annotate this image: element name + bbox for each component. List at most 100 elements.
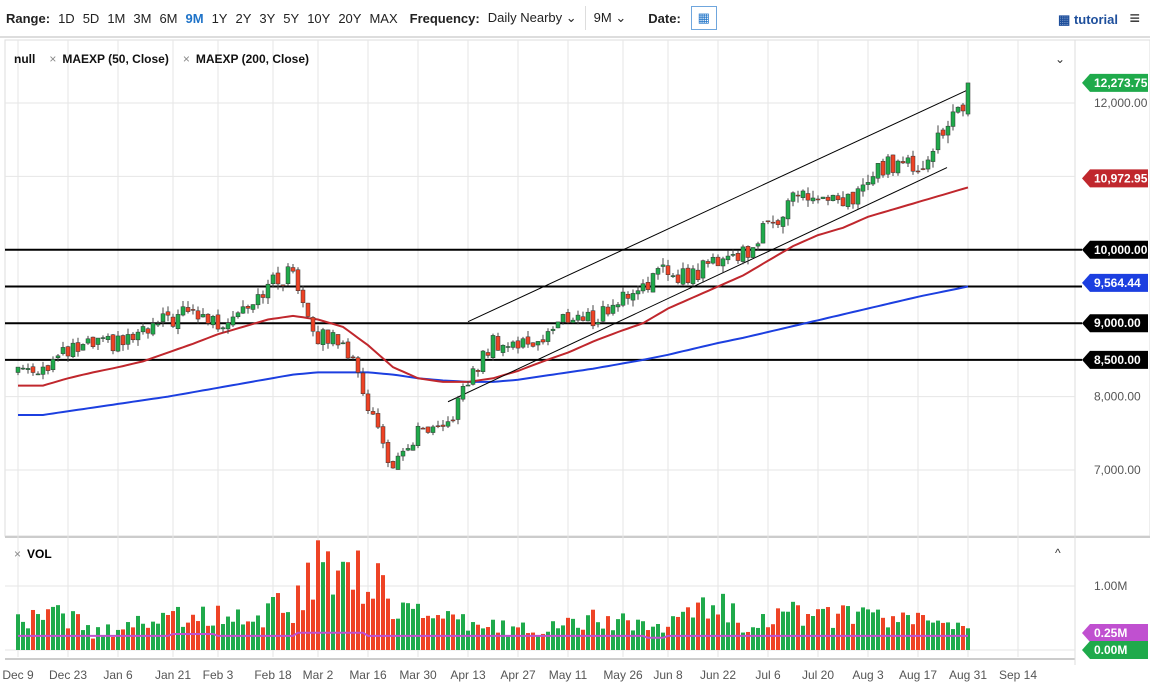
candle[interactable]: [245, 304, 251, 314]
volume-bar[interactable]: [51, 606, 55, 650]
volume-bar[interactable]: [396, 618, 400, 650]
volume-bar[interactable]: [636, 619, 640, 650]
volume-bar[interactable]: [476, 624, 480, 650]
volume-bar[interactable]: [416, 603, 420, 650]
candle[interactable]: [915, 165, 921, 174]
candle[interactable]: [45, 364, 51, 375]
candle[interactable]: [435, 420, 441, 429]
volume-bar[interactable]: [676, 616, 680, 650]
candle[interactable]: [290, 264, 296, 274]
candle[interactable]: [165, 306, 171, 322]
volume-bar[interactable]: [286, 612, 290, 650]
candle[interactable]: [855, 186, 861, 209]
candle[interactable]: [905, 154, 911, 167]
volume-bar[interactable]: [831, 627, 835, 650]
candle[interactable]: [570, 317, 576, 324]
candle[interactable]: [505, 342, 511, 352]
volume-bar[interactable]: [421, 618, 425, 650]
candle[interactable]: [105, 333, 111, 343]
candle[interactable]: [390, 460, 396, 469]
volume-bar[interactable]: [576, 627, 580, 650]
candle[interactable]: [135, 328, 141, 346]
channel-lower-line[interactable]: [447, 167, 948, 403]
volume-bar[interactable]: [16, 614, 20, 650]
candle[interactable]: [910, 150, 916, 175]
candle[interactable]: [60, 341, 66, 356]
candle[interactable]: [230, 310, 236, 327]
candle[interactable]: [215, 309, 221, 332]
candle[interactable]: [360, 367, 366, 396]
candle[interactable]: [220, 326, 226, 333]
candle[interactable]: [585, 308, 591, 322]
candle[interactable]: [690, 265, 696, 287]
candle[interactable]: [700, 259, 706, 283]
candle[interactable]: [745, 245, 751, 265]
candle[interactable]: [170, 313, 176, 329]
candle[interactable]: [835, 192, 841, 204]
volume-bar[interactable]: [331, 594, 335, 650]
candle[interactable]: [865, 174, 871, 191]
volume-bar[interactable]: [376, 563, 380, 650]
volume-bar[interactable]: [386, 598, 390, 650]
volume-bar[interactable]: [46, 609, 50, 650]
range-1y[interactable]: 1Y: [211, 10, 228, 26]
candle[interactable]: [500, 344, 506, 357]
volume-bar[interactable]: [441, 618, 445, 650]
range-5y[interactable]: 5Y: [283, 10, 300, 26]
candle[interactable]: [640, 279, 646, 294]
candle[interactable]: [480, 350, 486, 375]
candle[interactable]: [70, 338, 76, 359]
candle[interactable]: [610, 299, 616, 316]
volume-bar[interactable]: [176, 606, 180, 650]
candle[interactable]: [620, 286, 626, 308]
candle[interactable]: [385, 439, 391, 468]
volume-bar[interactable]: [951, 629, 955, 650]
candle[interactable]: [530, 342, 536, 348]
volume-bar[interactable]: [306, 562, 310, 650]
volume-bar[interactable]: [516, 627, 520, 650]
volume-bar[interactable]: [801, 625, 805, 650]
volume-bar[interactable]: [721, 593, 725, 650]
volume-bar[interactable]: [581, 629, 585, 650]
candle[interactable]: [525, 331, 531, 348]
volume-bar[interactable]: [911, 624, 915, 650]
volume-bar[interactable]: [256, 615, 260, 650]
candle[interactable]: [310, 316, 316, 337]
candle[interactable]: [440, 420, 446, 432]
candle[interactable]: [460, 383, 466, 402]
candle[interactable]: [395, 452, 401, 470]
volume-bar[interactable]: [816, 609, 820, 650]
volume-bar[interactable]: [131, 627, 135, 650]
candle[interactable]: [330, 329, 336, 347]
candle[interactable]: [520, 336, 526, 349]
volume-bar[interactable]: [116, 629, 120, 650]
candle[interactable]: [930, 148, 936, 168]
candle[interactable]: [965, 82, 971, 117]
candle[interactable]: [30, 363, 36, 376]
candle[interactable]: [120, 334, 126, 351]
candle[interactable]: [50, 356, 56, 373]
volume-bar[interactable]: [181, 626, 185, 650]
volume-bar[interactable]: [506, 636, 510, 650]
volume-bar[interactable]: [76, 614, 80, 650]
volume-bar[interactable]: [411, 608, 415, 650]
candle[interactable]: [85, 335, 91, 345]
candle[interactable]: [150, 317, 156, 337]
candle[interactable]: [645, 276, 651, 293]
hamburger-menu-icon[interactable]: ≡: [1129, 8, 1140, 28]
candle[interactable]: [960, 102, 966, 117]
candle[interactable]: [190, 304, 196, 315]
candle[interactable]: [920, 160, 926, 171]
candle[interactable]: [490, 333, 496, 361]
candle[interactable]: [260, 290, 266, 304]
candle[interactable]: [595, 318, 601, 328]
range-1m[interactable]: 1M: [107, 10, 126, 26]
candle[interactable]: [875, 163, 881, 183]
candle[interactable]: [590, 305, 596, 330]
volume-bar[interactable]: [466, 630, 470, 650]
volume-bar[interactable]: [771, 624, 775, 650]
candle[interactable]: [475, 368, 481, 377]
volume-bar[interactable]: [136, 615, 140, 650]
candle[interactable]: [240, 300, 246, 314]
candle[interactable]: [670, 272, 676, 279]
